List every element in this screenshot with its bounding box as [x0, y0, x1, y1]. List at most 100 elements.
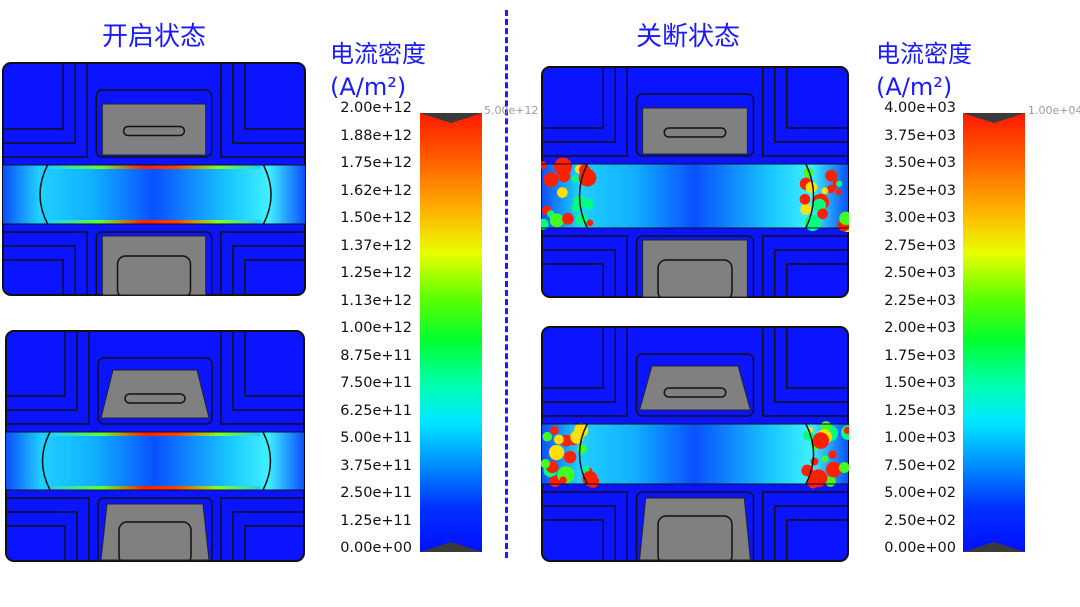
divider-line — [505, 10, 508, 558]
current-hotspot — [804, 214, 821, 232]
colorbar-min-triangle — [963, 542, 1025, 552]
colorbar-min-triangle — [420, 542, 482, 552]
current-hotspot — [548, 444, 565, 461]
high-current-streak — [47, 220, 261, 224]
current-hotspot — [800, 203, 812, 215]
colorbar-tick-label: 2.50e+11 — [340, 485, 412, 501]
bottom-electrode — [101, 235, 207, 296]
high-current-streak — [50, 432, 260, 436]
colorbar-max-triangle — [420, 113, 482, 123]
right-colorbar-title: 电流密度 — [876, 40, 972, 68]
off-state-panel-top — [541, 66, 849, 298]
current-hotspot — [817, 208, 829, 220]
colorbar-tick-label: 1.75e+03 — [884, 347, 956, 364]
current-hotspot — [563, 450, 577, 464]
colorbar-tick-label: 1.88e+12 — [340, 127, 412, 144]
high-current-streak — [50, 486, 260, 490]
colorbar-tick-label: 1.75e+12 — [340, 155, 412, 171]
colorbar-tick-label: 1.50e+03 — [884, 375, 956, 391]
electrode-slot — [124, 393, 186, 404]
current-hotspot — [838, 462, 849, 473]
current-hotspot — [835, 188, 842, 196]
current-hotspot — [550, 426, 559, 435]
right-colorbar-label: 电流密度 (A/m²) — [876, 38, 972, 104]
left-colorbar — [420, 113, 482, 552]
current-hotspot — [559, 476, 567, 484]
colorbar-tick-label: 1.25e+03 — [884, 402, 956, 419]
colorbar-tick-label: 2.50e+03 — [884, 265, 956, 281]
current-hotspot — [586, 475, 600, 488]
left-colorbar-ticks: 2.00e+12 1.88e+12 1.75e+12 1.62e+12 1.50e+12… — [338, 100, 412, 556]
current-hotspot — [839, 211, 849, 226]
colorbar-tick-label: 3.50e+03 — [884, 155, 956, 171]
colorbar-tick-label: 7.50e+11 — [340, 375, 412, 391]
colorbar-tick-label: 2.50e+02 — [884, 512, 956, 529]
current-hotspot — [571, 203, 581, 213]
current-hotspot — [542, 431, 553, 442]
current-hotspot — [825, 169, 838, 182]
current-hotspot — [582, 465, 590, 474]
current-hotspot — [821, 455, 829, 463]
current-hotspot — [826, 184, 836, 194]
on-state-title: 开启状态 — [102, 22, 207, 52]
high-current-streak — [47, 165, 261, 169]
left-colorbar-unit: (A/m²) — [330, 73, 407, 101]
colorbar-tick-label: 0.00e+00 — [884, 540, 956, 556]
bottom-electrode — [100, 503, 210, 561]
colorbar-tick-label: 3.75e+03 — [884, 127, 956, 144]
left-colorbar-title: 电流密度 — [330, 40, 426, 68]
current-hotspot — [586, 219, 594, 227]
right-colorbar-max-marker: 1.00e+04 — [1028, 104, 1080, 117]
bottom-electrode — [642, 239, 748, 298]
top-electrode — [642, 107, 748, 155]
current-hotspot — [810, 457, 819, 466]
left-colorbar-label: 电流密度 (A/m²) — [330, 38, 426, 104]
colorbar-tick-label: 3.25e+03 — [884, 182, 956, 199]
colorbar-tick-label: 3.75e+11 — [340, 457, 412, 474]
current-hotspot — [554, 162, 567, 174]
colorbar-tick-label: 4.00e+03 — [884, 100, 956, 116]
current-hotspot — [799, 193, 811, 205]
current-hotspot — [821, 187, 829, 195]
left-colorbar-max-marker: 5.00e+12 — [484, 104, 539, 117]
current-hotspot — [541, 459, 551, 469]
on-state-panel-top — [2, 62, 306, 296]
current-hotspot — [812, 432, 830, 449]
current-hotspot — [807, 475, 821, 489]
colorbar-tick-label: 1.13e+12 — [340, 292, 412, 309]
top-electrode — [101, 103, 207, 156]
current-hotspot — [571, 175, 579, 183]
colorbar-tick-label: 8.75e+11 — [340, 347, 412, 364]
off-state-title: 关断状态 — [636, 22, 741, 52]
colorbar-tick-label: 1.00e+12 — [340, 320, 412, 336]
current-hotspot — [557, 187, 568, 198]
current-hotspot — [562, 212, 574, 225]
current-hotspot — [828, 450, 837, 459]
right-colorbar-unit: (A/m²) — [876, 73, 953, 101]
colorbar-tick-label: 1.37e+12 — [340, 237, 412, 254]
current-hotspot — [549, 213, 564, 228]
colorbar-tick-label: 1.62e+12 — [340, 182, 412, 199]
current-hotspot — [805, 181, 818, 194]
current-hotspot — [541, 161, 547, 169]
colorbar-tick-label: 1.00e+03 — [884, 430, 956, 446]
colorbar-tick-label: 6.25e+11 — [340, 402, 412, 419]
current-hotspot — [543, 172, 559, 188]
colorbar-tick-label: 2.00e+03 — [884, 320, 956, 336]
current-hotspot — [843, 426, 849, 435]
colorbar-tick-label: 5.00e+11 — [340, 430, 412, 446]
colorbar-tick-label: 1.50e+12 — [340, 210, 412, 226]
electrode-slot — [122, 125, 186, 137]
channel-region — [3, 165, 305, 224]
colorbar-tick-label: 3.00e+03 — [884, 210, 956, 226]
colorbar-max-triangle — [963, 113, 1025, 123]
colorbar-tick-label: 2.75e+03 — [884, 237, 956, 254]
current-hotspot — [541, 218, 549, 230]
colorbar-tick-label: 0.00e+00 — [340, 540, 412, 556]
off-state-panel-bottom — [541, 326, 849, 562]
right-colorbar-ticks: 4.00e+03 3.75e+03 3.50e+03 3.25e+03 3.00e+03… — [880, 100, 956, 556]
colorbar-tick-label: 2.25e+03 — [884, 292, 956, 309]
colorbar-tick-label: 1.25e+12 — [340, 265, 412, 281]
current-hotspot — [582, 198, 594, 210]
electrode-slot — [663, 387, 727, 398]
